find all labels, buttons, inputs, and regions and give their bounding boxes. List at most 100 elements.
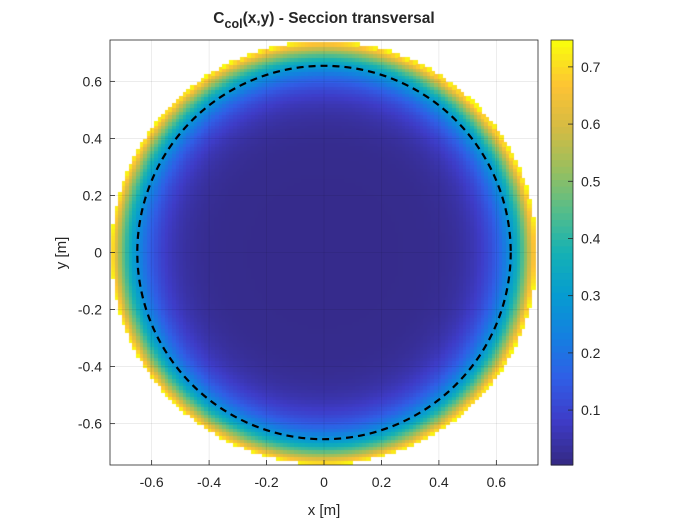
colorbar-swatch [551,352,573,360]
y-tick-label: 0.6 [83,73,103,89]
y-ticks: 0.6 0.4 0.2 0 -0.2 -0.4 -0.6 [78,73,115,432]
colorbar-swatch [551,365,573,373]
x-tick-label: 0.2 [372,474,392,490]
colorbar-swatch [551,66,573,74]
colorbar-box [550,39,574,466]
y-tick-label: 0.4 [83,130,103,146]
colorbar-swatch [551,206,573,214]
colorbar-swatch [551,159,573,167]
title-main: C [213,10,224,27]
colorbar-swatch [551,119,573,127]
heatmap-field [110,40,538,465]
colorbar-swatch [551,332,573,340]
colorbar-swatch [551,86,573,94]
colorbar-swatch [551,232,573,240]
colorbar-swatch [551,219,573,227]
colorbar-swatch [551,391,573,400]
colorbar-swatch [551,93,573,101]
x-axis-label: x [m] [308,502,341,519]
colorbar-swatch [551,338,573,347]
colorbar-swatch [551,285,573,293]
x-ticks: -0.6 -0.4 -0.2 0 0.2 0.4 0.6 [140,460,507,490]
colorbar-swatch [551,431,573,440]
colorbar-tick-label: 0.7 [581,59,601,75]
y-tick-label: 0 [94,245,102,261]
colorbar-swatch [551,245,573,254]
title-subscript: col [225,17,243,31]
y-tick-label: -0.2 [78,302,102,318]
colorbar-swatch [551,279,573,287]
y-tick-label: -0.4 [78,359,102,375]
colorbar-swatch [551,418,573,426]
colorbar-swatch [551,385,573,393]
colorbar-swatch [551,445,573,453]
x-tick-label: 0.6 [487,474,507,490]
chart-title: Ccol(x,y) - Seccion transversal [213,10,434,31]
colorbar-swatch [551,398,573,406]
x-tick-label: 0 [320,474,328,490]
colorbar-swatch [551,225,573,234]
colorbar-swatch [551,239,573,247]
colorbar-swatch [551,272,573,280]
colorbar [551,40,573,466]
colorbar-swatch [551,132,573,141]
colorbar-swatch [551,212,573,220]
colorbar-swatch [551,99,573,108]
colorbar-swatch [551,438,573,446]
colorbar-swatch [551,152,573,161]
colorbar-swatch [551,73,573,81]
colorbar-swatch [551,166,573,174]
colorbar-swatch [551,146,573,154]
colorbar-swatch [551,53,573,61]
colorbar-swatch [551,40,573,48]
colorbar-swatch [551,325,573,333]
colorbar-swatch [551,259,573,267]
dashed-circle [136,64,512,441]
colorbar-tick-label: 0.4 [581,230,601,246]
x-tick-label: 0.4 [429,474,449,490]
colorbar-swatch [551,79,573,88]
colorbar-swatch [551,405,573,413]
y-tick-label: 0.2 [83,187,103,203]
colorbar-tick-label: 0.1 [581,402,601,418]
y-axis-label: y [m] [53,237,70,270]
x-tick-label: -0.4 [197,474,221,490]
colorbar-swatch [551,411,573,420]
colorbar-tick-label: 0.5 [581,173,601,189]
colorbar-swatch [551,378,573,386]
colorbar-tick-label: 0.2 [581,345,601,361]
colorbar-swatch [551,179,573,187]
heatmap-field-container [110,40,538,465]
colorbar-tick-label: 0.3 [581,288,601,304]
x-tick-label: -0.6 [140,474,164,490]
colorbar-ticks: 0.1 0.2 0.3 0.4 0.5 0.6 0.7 [568,59,601,418]
colorbar-swatch [551,113,573,121]
colorbar-swatch [551,46,573,54]
colorbar-swatch [551,345,573,353]
colorbar-swatch [551,172,573,181]
colorbar-swatch [551,265,573,274]
colorbar-swatch [551,252,573,260]
colorbar-swatch [551,458,573,466]
colorbar-swatch [551,298,573,307]
colorbar-swatch [551,312,573,320]
colorbar-swatch [551,372,573,380]
title-rest: (x,y) - Seccion transversal [243,10,435,27]
colorbar-swatch [551,59,573,68]
y-tick-label: -0.6 [78,416,102,432]
colorbar-swatch [551,106,573,114]
colorbar-swatch [551,318,573,327]
colorbar-swatch [551,139,573,147]
colorbar-swatch [551,192,573,200]
x-tick-label: -0.2 [254,474,278,490]
colorbar-swatch [551,199,573,207]
colorbar-swatch [551,358,573,366]
colorbar-swatch [551,292,573,300]
colorbar-swatch [551,126,573,134]
colorbar-tick-label: 0.6 [581,116,601,132]
colorbar-swatch [551,425,573,433]
colorbar-swatch [551,451,573,459]
grid-lines [110,40,538,465]
colorbar-swatch [551,186,573,194]
